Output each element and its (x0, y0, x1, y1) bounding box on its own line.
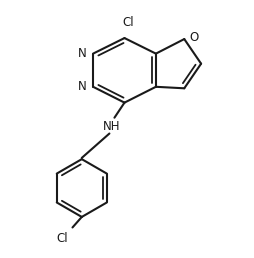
Text: Cl: Cl (56, 232, 68, 245)
Text: N: N (78, 80, 87, 93)
Text: NH: NH (103, 120, 121, 133)
Text: N: N (78, 47, 87, 60)
Text: Cl: Cl (122, 15, 134, 29)
Text: O: O (190, 31, 199, 44)
